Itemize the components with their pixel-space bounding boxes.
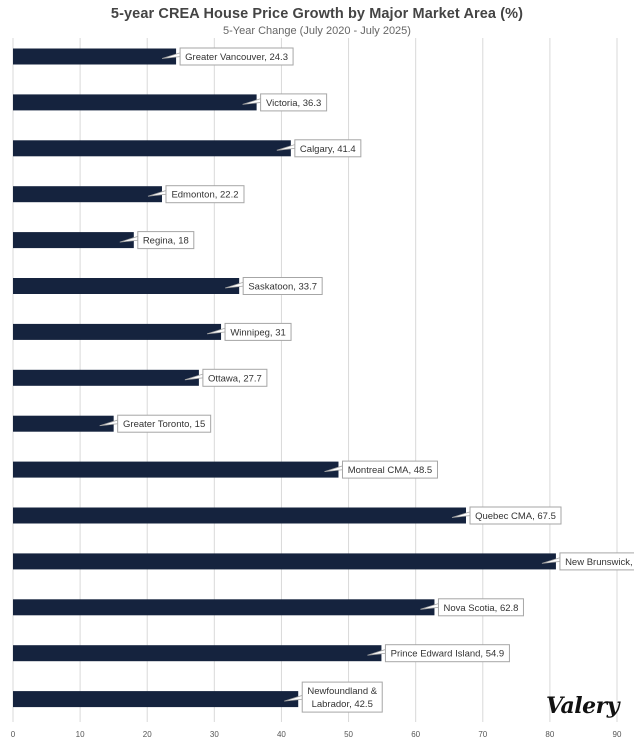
data-label: Greater Vancouver, 24.3 [185,52,288,63]
x-tick-label: 40 [277,730,286,739]
chart-subtitle: 5-Year Change (July 2020 - July 2025) [223,25,411,37]
x-tick-label: 70 [478,730,487,739]
data-label: New Brunswick, 80.9 [565,557,634,568]
data-label: Newfoundland & [307,686,377,697]
data-label: Ottawa, 27.7 [208,373,262,384]
data-label-box [384,644,510,663]
data-label-box [559,552,634,571]
data-label-box [117,414,212,433]
x-tick-label: 20 [143,730,152,739]
x-tick-label: 30 [210,730,219,739]
x-tick-label: 50 [344,730,353,739]
data-label: Edmonton, 22.2 [171,190,238,201]
data-label-box [301,681,383,713]
bar-quebec-cma [13,507,466,524]
data-label-box [137,231,195,250]
bar-ottawa [13,369,199,386]
data-label-box [294,139,362,158]
chart-title: 5-year CREA House Price Growth by Major … [110,6,524,22]
bar-greater-toronto [13,415,114,432]
data-labels: Greater Vancouver, 24.3 Victoria, 36.3 Cal… [99,47,634,713]
data-label: Montreal CMA, 48.5 [348,465,432,476]
data-label-box [260,93,328,112]
data-label-box [469,506,562,525]
bar-greater-vancouver [13,48,177,65]
bar-regina [13,232,134,249]
bar-edmonton [13,186,162,203]
bar-victoria [13,94,257,111]
data-label-box [437,598,524,617]
data-label: Winnipeg, 31 [230,327,285,338]
data-label-box [165,185,245,204]
bar-newfoundland-labrador [13,691,299,708]
x-tick-label: 10 [76,730,85,739]
data-label-box [341,460,438,479]
data-label: Nova Scotia, 62.8 [443,603,518,614]
bar-prince-edward-island [13,645,382,662]
data-label-box [242,277,323,295]
data-label-box [224,322,292,341]
x-tick-label: 90 [613,730,622,739]
valery-logo: Valery [546,693,620,719]
x-tick-label: 80 [545,730,554,739]
data-label: Labrador, 42.5 [312,699,373,710]
data-label: Calgary, 41.4 [300,144,356,155]
x-tick-label: 0 [11,730,16,739]
bar-saskatoon [13,278,240,294]
bar-new-brunswick [13,553,556,570]
data-label: Quebec CMA, 67.5 [475,511,556,522]
bar-calgary [13,140,291,157]
x-tick-label: 60 [411,730,420,739]
data-label: Prince Edward Island, 54.9 [391,649,505,660]
data-label: Greater Toronto, 15 [123,419,205,430]
bars [13,48,556,708]
data-label: Regina, 18 [143,236,189,247]
data-label: Saskatoon, 33.7 [248,282,317,293]
data-label: Victoria, 36.3 [266,98,321,109]
bar-nova-scotia [13,599,435,616]
data-label-box [179,47,294,66]
bar-winnipeg [13,323,222,340]
x-axis-ticks: 0 10 20 30 40 50 60 70 80 90 [11,730,622,739]
data-label-box [202,368,268,387]
bar-montreal-cma [13,461,339,478]
